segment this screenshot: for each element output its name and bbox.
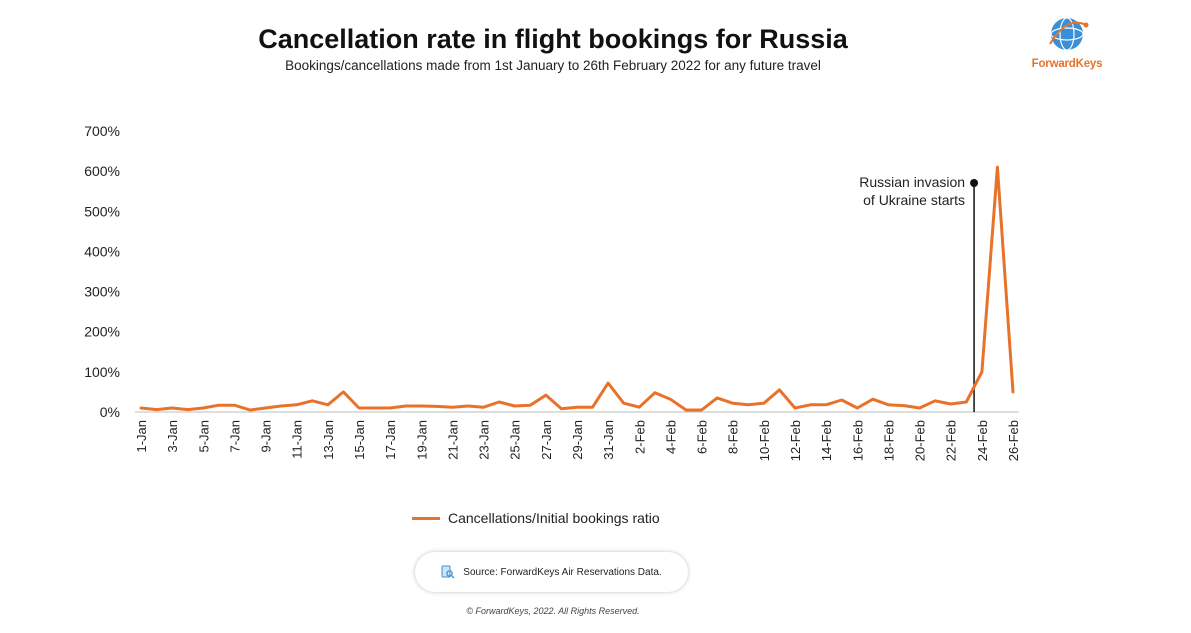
x-tick-label: 15-Jan [352,420,367,460]
source-text: Source: ForwardKeys Air Reservations Dat… [463,566,662,578]
x-tick-label: 16-Feb [850,420,865,461]
x-tick-label: 20-Feb [913,420,928,461]
x-tick-label: 19-Jan [414,420,429,460]
x-tick-label: 12-Feb [788,420,803,461]
x-tick-label: 14-Feb [819,420,834,461]
x-tick-label: 1-Jan [134,420,149,453]
x-tick-label: 23-Jan [477,420,492,460]
x-tick-label: 8-Feb [726,420,741,454]
y-tick-label: 200% [84,324,120,340]
x-tick-label: 9-Jan [259,420,274,453]
x-tick-label: 7-Jan [227,420,242,453]
x-tick-label: 29-Jan [570,420,585,460]
line-chart: 0% 100% 200% 300% 400% 500% 600% 700% 1-Jan 3-Jan… [84,123,1021,461]
annotation-text: of Ukraine starts [863,192,965,208]
x-tick-label: 2-Feb [632,420,647,454]
x-tick-label: 24-Feb [975,420,990,461]
x-tick-label: 17-Jan [383,420,398,460]
x-tick-label: 6-Feb [695,420,710,454]
annotation-text: Russian invasion [859,174,965,190]
series-line [139,165,1015,412]
x-tick-label: 22-Feb [944,420,959,461]
y-tick-label: 300% [84,284,120,300]
x-tick-label: 21-Jan [445,420,460,460]
x-tick-label: 27-Jan [539,420,554,460]
x-tick-label: 10-Feb [757,420,772,461]
y-tick-label: 0% [100,404,120,420]
chart-subtitle: Bookings/cancellations made from 1st Jan… [285,58,821,73]
y-tick-label: 500% [84,203,120,219]
y-tick-label: 700% [84,123,120,139]
globe-icon [1049,17,1089,51]
x-tick-label: 31-Jan [601,420,616,460]
x-tick-label: 5-Jan [196,420,211,453]
forwardkeys-logo: ForwardKeys [1028,14,1106,74]
logo-text: ForwardKeys [1031,58,1103,70]
source-badge: Source: ForwardKeys Air Reservations Dat… [415,552,688,592]
chart-title: Cancellation rate in flight bookings for… [258,24,848,54]
x-tick-label: 4-Feb [663,420,678,454]
legend-label: Cancellations/Initial bookings ratio [448,510,660,526]
legend-swatch [412,516,440,520]
x-tick-label: 18-Feb [881,420,896,461]
annotation-marker [970,179,979,187]
x-tick-label: 25-Jan [508,420,523,460]
y-tick-label: 400% [84,243,120,259]
y-tick-label: 600% [84,163,120,179]
x-tick-label: 26-Feb [1006,420,1021,461]
x-tick-label: 11-Jan [290,420,305,459]
document-search-icon [441,565,455,579]
copyright-text: © ForwardKeys, 2022. All Rights Reserved… [466,606,640,616]
x-tick-label: 3-Jan [165,420,180,453]
y-tick-label: 100% [84,364,120,380]
chart-legend: Cancellations/Initial bookings ratio [412,508,660,528]
x-tick-label: 13-Jan [321,420,336,460]
